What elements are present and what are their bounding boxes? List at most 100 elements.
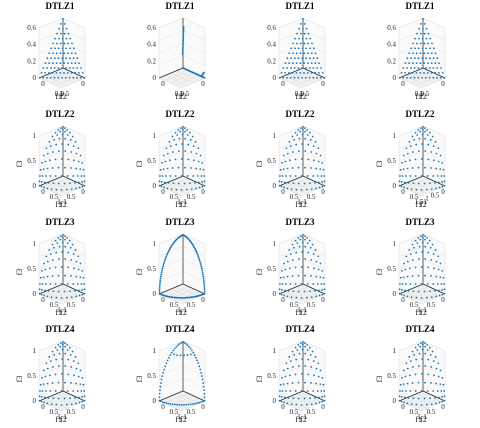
x-tick-label: 0 (161, 80, 165, 88)
data-point (438, 186, 441, 189)
data-point (316, 283, 319, 285)
data-point (290, 67, 292, 69)
data-point (163, 368, 166, 371)
data-point (412, 290, 415, 293)
z-axis-label: f3 (375, 269, 384, 276)
x-tick-label: 0.5 (170, 408, 179, 416)
data-point (69, 397, 71, 400)
data-point (73, 396, 76, 399)
data-point (425, 37, 428, 40)
data-point (398, 180, 401, 183)
data-point (182, 34, 185, 37)
y-tick-label: 1 (57, 198, 61, 206)
data-point (423, 182, 426, 185)
data-point (172, 182, 175, 185)
data-point (61, 27, 64, 30)
grid-line (38, 125, 64, 137)
data-point (202, 277, 205, 280)
data-point (183, 182, 186, 185)
grid-line (60, 293, 86, 305)
data-point (281, 283, 284, 285)
data-point (280, 293, 283, 296)
y-axis-line (278, 390, 304, 402)
data-point (297, 397, 300, 400)
data-point (185, 342, 187, 345)
data-point (199, 262, 202, 265)
data-point (289, 253, 292, 256)
data-point (59, 52, 62, 55)
data-point (316, 57, 319, 60)
data-point (421, 143, 424, 145)
data-point (161, 269, 163, 272)
y-axis-line (38, 283, 64, 295)
data-point (410, 47, 413, 50)
data-point (189, 138, 192, 141)
data-point (203, 389, 205, 392)
grid-line (55, 291, 80, 302)
y-tick-label: 0 (441, 80, 445, 88)
data-point (315, 382, 318, 385)
data-point (408, 72, 410, 74)
data-point (421, 67, 424, 69)
grid-line (180, 77, 206, 89)
grid-line (398, 150, 424, 162)
data-point (46, 167, 49, 170)
data-point (66, 134, 69, 136)
x-tick-label: 0 (41, 403, 45, 411)
data-point (182, 126, 184, 128)
grid-line (62, 271, 86, 282)
grid-line (278, 353, 304, 364)
grid-line (302, 365, 326, 377)
data-point (399, 175, 401, 177)
grid-line (398, 293, 422, 305)
data-point (408, 248, 411, 251)
data-point (316, 67, 319, 69)
data-point (41, 390, 44, 392)
data-point (283, 181, 286, 184)
data-point (196, 359, 199, 362)
grid-line (284, 398, 308, 409)
data-point (307, 52, 309, 55)
data-point (196, 175, 199, 177)
grid-line (398, 271, 424, 282)
data-point (285, 255, 288, 258)
data-point (66, 343, 69, 346)
data-point (411, 275, 414, 277)
z-axis-label: f3 (135, 161, 144, 168)
data-point (39, 276, 42, 279)
z-tick-label: 0.5 (387, 372, 396, 380)
data-point (318, 294, 321, 297)
data-point (286, 382, 289, 385)
data-point (77, 160, 80, 163)
data-point (41, 175, 44, 177)
data-point (312, 47, 315, 50)
data-point (171, 167, 174, 169)
data-point (299, 342, 302, 344)
data-point (167, 181, 170, 184)
data-point (299, 127, 302, 129)
data-point (56, 134, 59, 136)
data-point (278, 399, 281, 402)
data-point (432, 57, 435, 60)
grid-line (164, 183, 188, 194)
data-point (60, 23, 62, 25)
data-point (73, 181, 76, 184)
data-point (69, 353, 72, 356)
z-tick-label: 0.4 (27, 41, 36, 49)
data-point (417, 258, 420, 260)
y-tick-label: 1 (177, 198, 181, 206)
z-tick-label: 1 (393, 240, 397, 248)
y-tick-label: 0.5 (67, 193, 76, 201)
y-axis-label: f2 (180, 92, 187, 101)
data-point (199, 260, 201, 263)
data-point (406, 67, 409, 69)
subplot-dtlz4-2: DTLZ4 0 0.5 1 0 0.5 1 0 0.5 1 f1 f2 f3 (120, 323, 240, 428)
data-point (436, 390, 439, 392)
data-point (168, 356, 170, 359)
data-point (301, 133, 304, 136)
data-point (413, 353, 415, 356)
data-point (57, 236, 60, 239)
z-tick-label: 0.6 (27, 24, 36, 32)
data-point (61, 47, 64, 50)
data-point (191, 403, 194, 405)
